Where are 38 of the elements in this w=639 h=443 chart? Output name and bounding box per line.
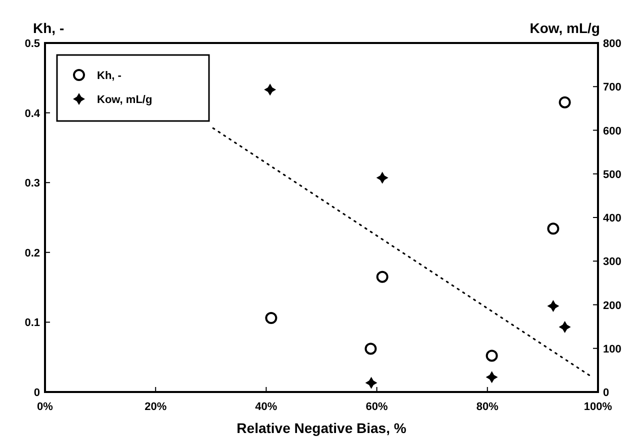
point (547, 222, 560, 235)
y2-tick-label: 800 (603, 38, 622, 50)
point (265, 312, 278, 324)
point (264, 84, 276, 96)
y2-tick-label: 600 (603, 125, 622, 138)
y-tick-label: 0.3 (24, 178, 40, 190)
point (365, 376, 378, 389)
y2-axis-title: Kow, mL/g (530, 20, 600, 36)
y-tick-label: 0.4 (24, 108, 41, 120)
y2-tick-label: 100 (603, 343, 622, 356)
legend-label: Kow, mL/g (97, 94, 152, 106)
y2-tick-label: 400 (603, 212, 622, 224)
point (558, 321, 571, 333)
y2-tick-label: 0 (603, 387, 610, 399)
x-tick-label: 20% (144, 401, 167, 413)
y-tick-label: 0.5 (24, 38, 40, 50)
y2-tick-label: 700 (603, 82, 622, 94)
x-tick-label: 60% (366, 401, 388, 413)
point (558, 96, 571, 108)
y2-tick-label: 200 (603, 300, 622, 312)
x-tick-label: 80% (476, 401, 499, 413)
y-axis-title: Kh, - (33, 20, 64, 36)
x-axis-title: Relative Negative Bias, % (236, 420, 407, 436)
point (547, 300, 560, 312)
point (376, 172, 388, 184)
point (486, 371, 498, 384)
y-tick-label: 0 (34, 387, 40, 399)
y-tick-label: 0.1 (24, 317, 40, 330)
legend-label: Kh, - (97, 70, 122, 82)
point (364, 342, 377, 355)
point (486, 350, 498, 362)
x-tick-label: 40% (255, 401, 278, 413)
y2-tick-label: 300 (603, 256, 622, 268)
x-tick-label: 0% (37, 401, 54, 413)
y-tick-label: 0.2 (24, 247, 40, 260)
y2-tick-label: 500 (603, 168, 622, 181)
x-tick-label: 100% (584, 401, 612, 413)
point (376, 270, 388, 283)
